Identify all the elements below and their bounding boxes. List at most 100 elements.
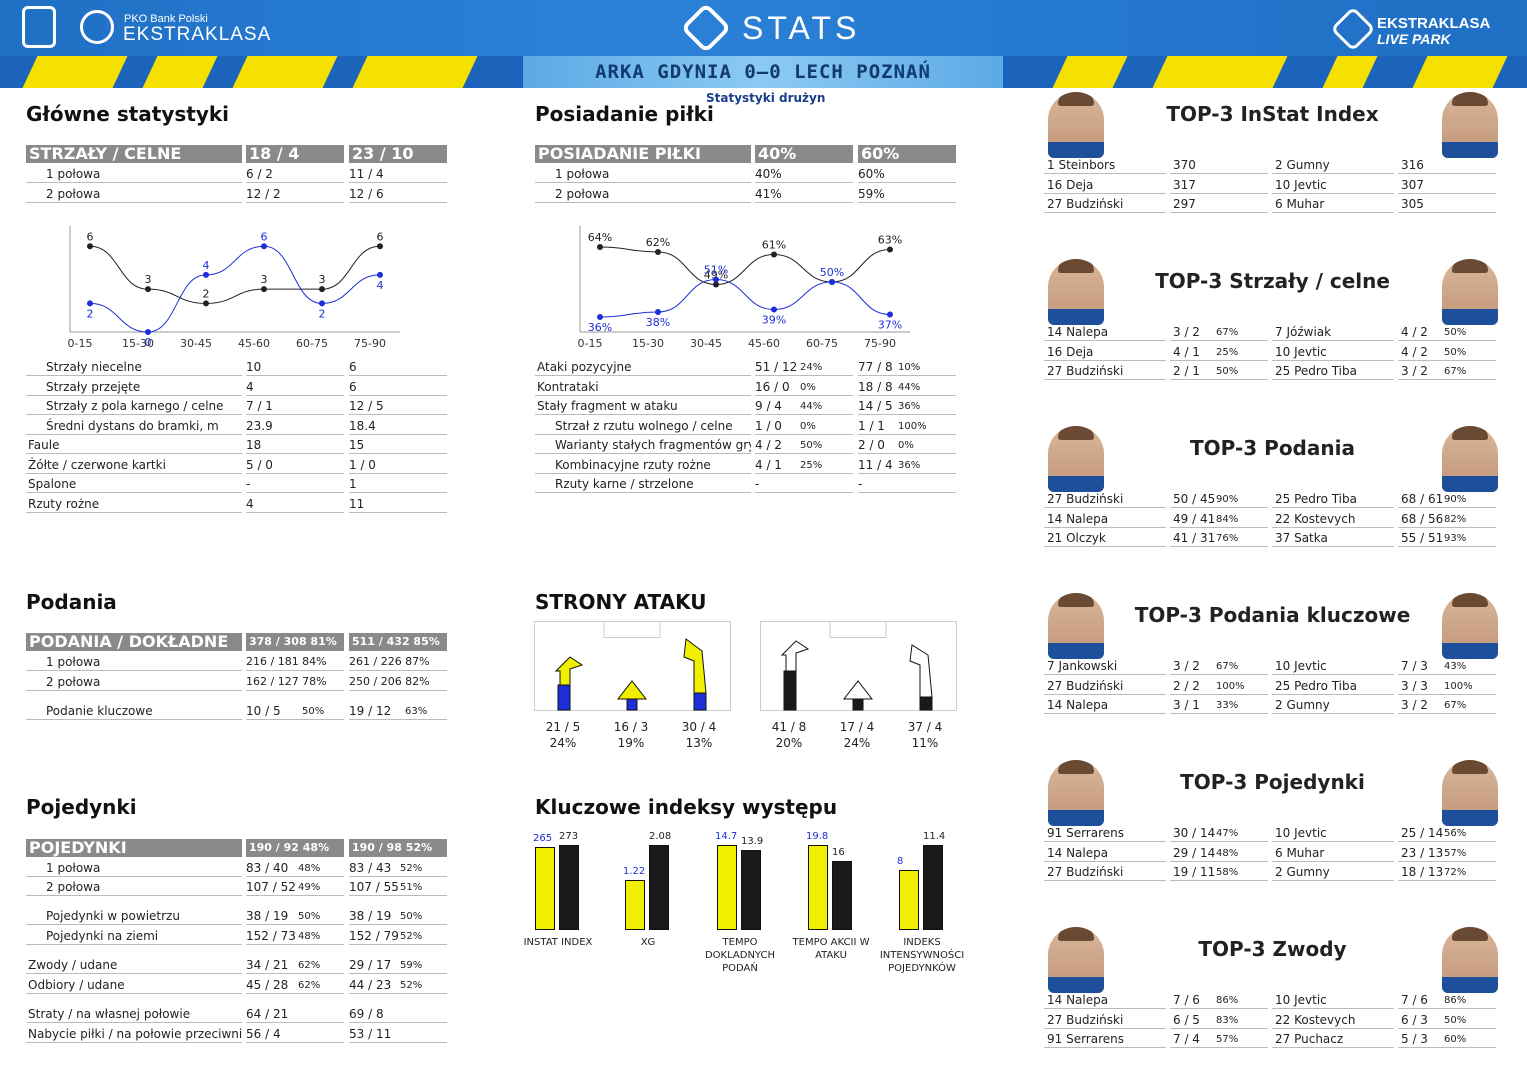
duels-header-away: 190 / 98 52%	[349, 839, 447, 857]
data-point	[319, 300, 325, 307]
duels-header-home: 190 / 92 48%	[246, 839, 344, 857]
series-line	[599, 246, 891, 286]
player-photo-right	[1442, 259, 1498, 325]
stat-label: Żółte / czerwone kartki	[26, 456, 242, 474]
attack-pct: 11%	[911, 736, 939, 750]
stat-label: Podanie kluczowe	[26, 702, 242, 720]
stat-home-pct: 24%	[800, 362, 823, 373]
stat-home-pct: 48%	[298, 931, 321, 942]
top3-player: 14 Nalepa	[1044, 510, 1166, 528]
data-label: 62%	[646, 236, 670, 249]
stat-away-value: 1	[349, 475, 447, 493]
top3-pct: 72%	[1444, 867, 1467, 878]
player-photo-left	[1048, 426, 1104, 492]
top3-value: 19 / 11	[1170, 863, 1268, 881]
data-point	[377, 243, 383, 250]
stat-away-pct: 52%	[400, 863, 423, 874]
top3-player: 10 Jevtic	[1272, 991, 1394, 1009]
stat-label: 2 połowa	[26, 185, 242, 203]
top3-player: 27 Budziński	[1044, 490, 1166, 508]
stat-label: Straty / na własnej połowie	[26, 1005, 242, 1023]
top3-player: 14 Nalepa	[1044, 696, 1166, 714]
tick-label: 75-90	[354, 337, 386, 350]
stat-label: 1 połowa	[535, 165, 751, 183]
top3-value: 4 / 1	[1170, 343, 1268, 361]
top3-player: 91 Serrarens	[1044, 824, 1166, 842]
stat-home-value: 6 / 2	[246, 165, 344, 183]
top3-title: TOP-3 InStat Index	[1166, 102, 1379, 126]
data-label: 49%	[704, 269, 728, 282]
data-point	[319, 286, 325, 293]
stat-home-value: 4	[246, 378, 344, 396]
top3-value: 6 / 5	[1170, 1011, 1268, 1029]
data-point	[145, 329, 151, 335]
top3-player: 27 Budziński	[1044, 863, 1166, 881]
possession-header: POSIADANIE PIŁKI	[535, 145, 751, 163]
data-label: 36%	[588, 321, 612, 334]
ekstraklasa-logo-icon	[80, 10, 114, 44]
top3-value: 7 / 6	[1398, 991, 1496, 1009]
series-line	[89, 245, 381, 304]
top3-pct: 86%	[1444, 995, 1467, 1006]
data-point	[261, 286, 267, 293]
top3-player: 2 Gumny	[1272, 696, 1394, 714]
top3-pct: 56%	[1444, 828, 1467, 839]
stat-home-value: 152 / 73	[246, 927, 344, 945]
data-point	[771, 306, 777, 313]
top3-player: 16 Deja	[1044, 343, 1166, 361]
stat-home-value: 16 / 0	[755, 378, 853, 396]
data-label: 3	[319, 273, 326, 286]
stat-home-value: 10 / 5	[246, 702, 344, 720]
stat-home-value: 41%	[755, 185, 853, 203]
attack-count: 37 / 4	[907, 720, 943, 734]
stat-home-pct: 0%	[800, 381, 816, 393]
top3-pct: 50%	[1216, 366, 1239, 377]
top3-value: 30 / 14	[1170, 824, 1268, 842]
stat-away-value: -	[858, 475, 956, 493]
data-label: 39%	[762, 314, 786, 327]
data-point	[377, 271, 383, 278]
data-point	[771, 251, 777, 258]
pko-label: PKO Bank Polski	[124, 13, 208, 25]
stat-away-value: 53 / 11	[349, 1025, 447, 1043]
kpi-bar-away	[741, 849, 761, 930]
kpi-category-label: TEMPO DOKLADNYCH PODAŃ	[704, 937, 775, 974]
attack-count: 16 / 3	[613, 720, 649, 734]
top3-player: 2 Gumny	[1272, 156, 1394, 174]
stat-label: 2 połowa	[26, 878, 242, 896]
top3-title: TOP-3 Pojedynki	[1180, 770, 1365, 794]
stat-away-pct: 100%	[898, 420, 927, 432]
top3-player: 10 Jevtic	[1272, 657, 1394, 675]
stat-away-value: 77 / 8	[858, 358, 956, 376]
stats-logo-icon	[680, 2, 732, 54]
stat-away-value: 59%	[858, 185, 956, 203]
player-photo-right	[1442, 426, 1498, 492]
top3-value: 7 / 4	[1170, 1030, 1268, 1048]
stat-away-value: 60%	[858, 165, 956, 183]
data-point	[145, 286, 151, 293]
stat-label: Spalone	[26, 475, 242, 493]
data-point	[261, 243, 267, 250]
stat-label: Kontrataki	[535, 378, 751, 396]
stat-home-value: 216 / 181 84%	[246, 653, 344, 671]
top3-player: 10 Jevtic	[1272, 824, 1394, 842]
stat-home-value: 83 / 40	[246, 859, 344, 877]
stat-home-value: 4	[246, 495, 344, 513]
shots-line-chart: 6 3 2 3 3 6 2 0 4 6 2 4 0-15 15-30 30-45 45-60 60-75 75-9…	[68, 226, 400, 350]
tick-label: 60-75	[296, 337, 328, 350]
top3-player: 6 Muhar	[1272, 195, 1394, 213]
stat-home-pct: 0%	[800, 420, 816, 432]
kpi-value-home: 8	[897, 856, 904, 868]
top3-player: 2 Gumny	[1272, 863, 1394, 881]
stat-away-value: 261 / 226 87%	[349, 653, 447, 671]
top3-pct: 86%	[1216, 995, 1239, 1006]
data-label: 3	[145, 273, 152, 286]
top3-value: 41 / 31	[1170, 529, 1268, 547]
top3-pct: 67%	[1444, 700, 1467, 711]
stat-home-value: 18	[246, 436, 344, 454]
livepark-label-1: EKSTRAKLASA	[1377, 15, 1491, 32]
data-label: 63%	[878, 234, 902, 247]
stat-away-pct: 52%	[400, 980, 423, 991]
top3-pct: 33%	[1216, 700, 1239, 711]
top3-value: 29 / 14	[1170, 844, 1268, 862]
